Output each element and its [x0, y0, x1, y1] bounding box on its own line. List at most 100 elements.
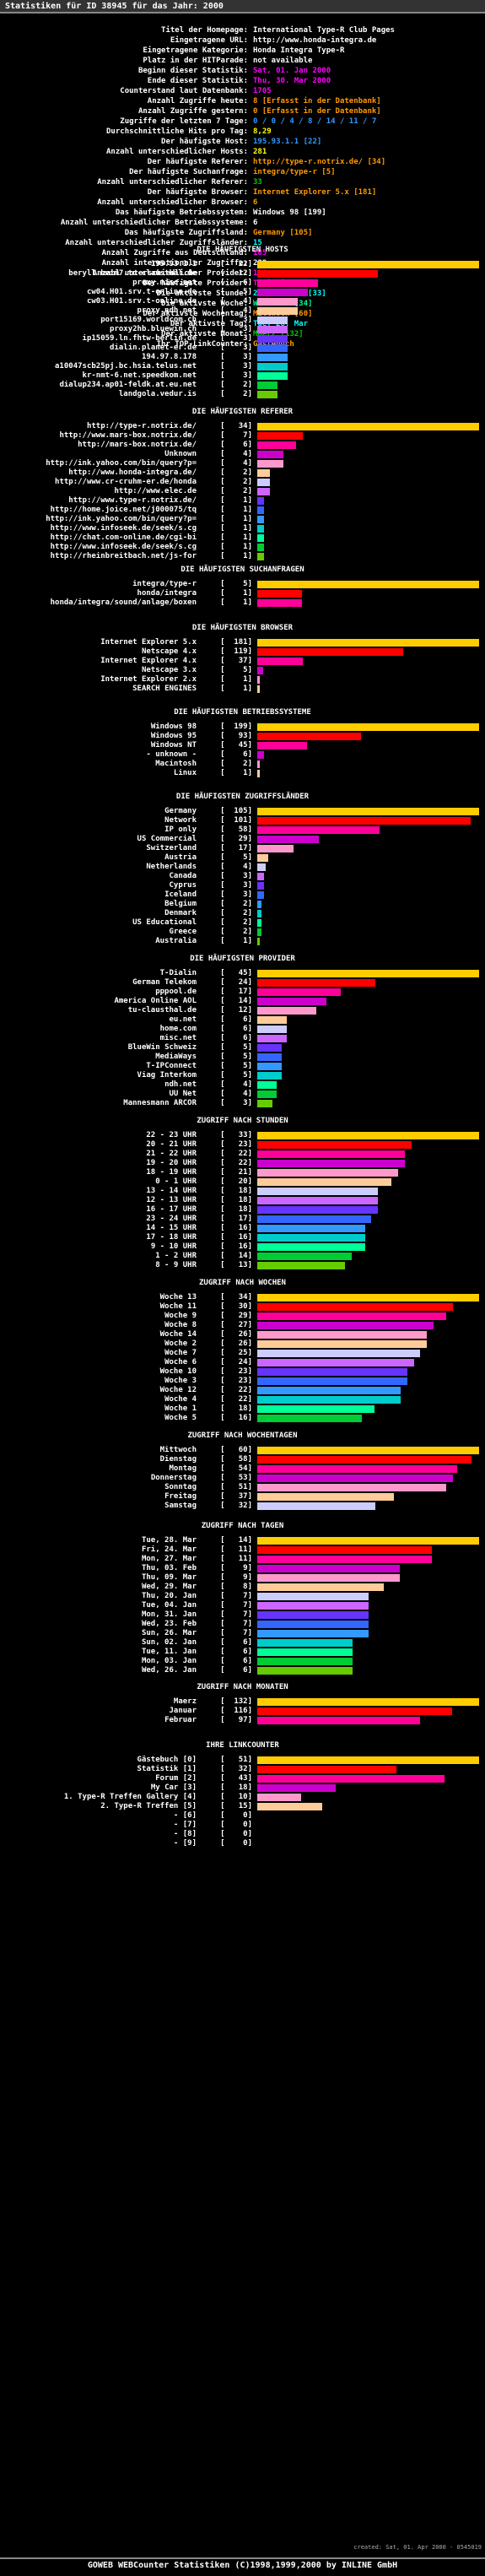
- summary-label: Der häufigste Referer:: [147, 158, 248, 166]
- stat-row: 17 - 18 UHR [ 16]: [0, 1233, 485, 1242]
- stat-label: Cyprus: [169, 881, 197, 890]
- stat-bar: [257, 525, 264, 533]
- stat-count: [ 6]: [220, 1034, 252, 1042]
- bar-track: [257, 1447, 485, 1454]
- bar-track: [257, 1537, 485, 1545]
- stat-bar: [257, 863, 266, 871]
- stat-count: [ 5]: [220, 666, 252, 674]
- bar-track: [257, 317, 485, 324]
- stat-label: http://www.mars-box.notrix.de/: [59, 431, 197, 440]
- stat-row: Gästebuch [0] [ 51]: [0, 1756, 485, 1765]
- stat-label: Germany: [164, 807, 197, 815]
- stat-count: [ 2]: [220, 918, 252, 927]
- bar-track: [257, 1707, 485, 1715]
- stat-row: Canada [ 3]: [0, 872, 485, 881]
- stat-row: IP only [ 58]: [0, 825, 485, 835]
- bar-track: [257, 1026, 485, 1033]
- stat-label: Internet Explorer 2.x: [100, 675, 197, 684]
- stat-count: [ 3]: [220, 316, 252, 324]
- stat-row: landgola.vedur.is [ 2]: [0, 390, 485, 399]
- bar-track: [257, 1234, 485, 1242]
- summary-value: 0 / 0 / 4 / 8 / 14 / 11 / 7: [253, 117, 377, 126]
- stat-count: [ 1]: [220, 515, 252, 523]
- stat-count: [ 3]: [220, 872, 252, 880]
- bar-track: [257, 1405, 485, 1413]
- stat-label: 16 - 17 UHR: [146, 1205, 197, 1214]
- bar-track: [257, 1322, 485, 1329]
- bar-track: [257, 335, 485, 343]
- stat-count: [ 4]: [220, 459, 252, 468]
- stat-row: Netherlands [ 4]: [0, 863, 485, 872]
- bar-track: [257, 836, 485, 843]
- stat-row: Fri, 24. Mar [ 11]: [0, 1545, 485, 1555]
- stat-count: [ 3]: [220, 325, 252, 333]
- stat-bar: [257, 1234, 365, 1242]
- stat-row: Mannesmann ARCOR [ 3]: [0, 1099, 485, 1108]
- stat-bar: [257, 1312, 446, 1320]
- stat-count: [ 43]: [220, 1774, 252, 1783]
- bar-track: [257, 1766, 485, 1773]
- stat-bar: [257, 1775, 445, 1783]
- stat-row: German Telekom [ 24]: [0, 978, 485, 988]
- stat-label: German Telekom: [132, 978, 197, 987]
- stat-bar: [257, 1197, 378, 1204]
- bar-track: [257, 1821, 485, 1829]
- stat-count: [ 33]: [220, 1131, 252, 1139]
- stat-count: [ 2]: [220, 487, 252, 495]
- bar-track: [257, 1368, 485, 1376]
- stat-label: Switzerland: [146, 844, 197, 852]
- bar-track: [257, 1063, 485, 1070]
- stat-label: http://www.type-r.notrix.de/: [68, 496, 197, 505]
- stat-row: Januar [ 116]: [0, 1707, 485, 1716]
- stat-count: [ 17]: [220, 988, 252, 996]
- stat-section: DIE HÄUFIGSTEN PROVIDER T-Dialin[ 45] Germ…: [0, 954, 485, 1108]
- stat-count: [ 6]: [220, 1638, 252, 1647]
- stat-count: [ 4]: [220, 297, 252, 306]
- stat-label: Tue, 28. Mar: [141, 1536, 197, 1545]
- summary-row: Ende dieser Statistik: Thu, 30. Mar 2000: [0, 76, 485, 86]
- summary-value: Windows 98 [199]: [253, 208, 326, 217]
- bar-track: [257, 1253, 485, 1260]
- stat-count: [ 2]: [220, 381, 252, 389]
- stat-label: Viag Interkom: [137, 1071, 197, 1080]
- stat-count: [ 2]: [220, 900, 252, 908]
- stat-count: [ 34]: [220, 1293, 252, 1302]
- stat-count: [ 1]: [220, 552, 252, 560]
- created-stamp: created: Sat, 01. Apr 2000 - 0545019: [353, 2544, 482, 2551]
- stat-count: [ 20]: [220, 1177, 252, 1186]
- bar-track: [257, 279, 485, 287]
- summary-value: 8,29: [253, 127, 272, 136]
- stat-row: Woche 11 [ 30]: [0, 1302, 485, 1312]
- stat-label: UU Net: [169, 1090, 197, 1098]
- stat-row: Woche 5 [ 16]: [0, 1414, 485, 1423]
- bar-track: [257, 372, 485, 380]
- stat-label: 21 - 22 UHR: [146, 1150, 197, 1158]
- stat-count: [ 119]: [220, 647, 252, 656]
- stat-count: [ 30]: [220, 1302, 252, 1311]
- stat-label: Austria: [164, 853, 197, 862]
- section-title: ZUGRIFF NACH WOCHENTAGEN: [187, 1431, 298, 1440]
- stat-bar: [257, 1243, 365, 1251]
- stat-section: ZUGRIFF NACH WOCHEN Woche 13[ 34] Woche 11…: [0, 1278, 485, 1423]
- summary-label: Counterstand laut Datenbank:: [120, 87, 248, 95]
- stat-row: Internet Explorer 5.x [ 181]: [0, 638, 485, 647]
- stat-bar: [257, 270, 378, 278]
- stat-count: [ 16]: [220, 1224, 252, 1232]
- stat-label: Februar: [164, 1716, 197, 1724]
- stat-bar: [257, 742, 307, 750]
- summary-row: Anzahl unterschiedlicher Referer: 33: [0, 177, 485, 187]
- bar-track: [257, 979, 485, 987]
- stat-count: [ 58]: [220, 1455, 252, 1464]
- stat-label: Januar: [169, 1707, 197, 1715]
- stat-bar: [257, 1574, 400, 1582]
- stat-label: Montag: [169, 1464, 197, 1473]
- stat-section: DIE HÄUFIGSTEN REFERER http://type-r.notr…: [0, 407, 485, 561]
- bar-track: [257, 1658, 485, 1665]
- stat-label: Greece: [169, 928, 197, 936]
- stat-row: Australia [ 1]: [0, 937, 485, 946]
- stat-count: [ 105]: [220, 807, 252, 815]
- stat-bar: [257, 488, 270, 495]
- stat-bar: [257, 685, 260, 693]
- summary-label: Der aktivste Monat:: [161, 330, 248, 338]
- stat-section: ZUGRIFF NACH TAGEN Tue, 28. Mar[ 14] Fri, …: [0, 1521, 485, 1675]
